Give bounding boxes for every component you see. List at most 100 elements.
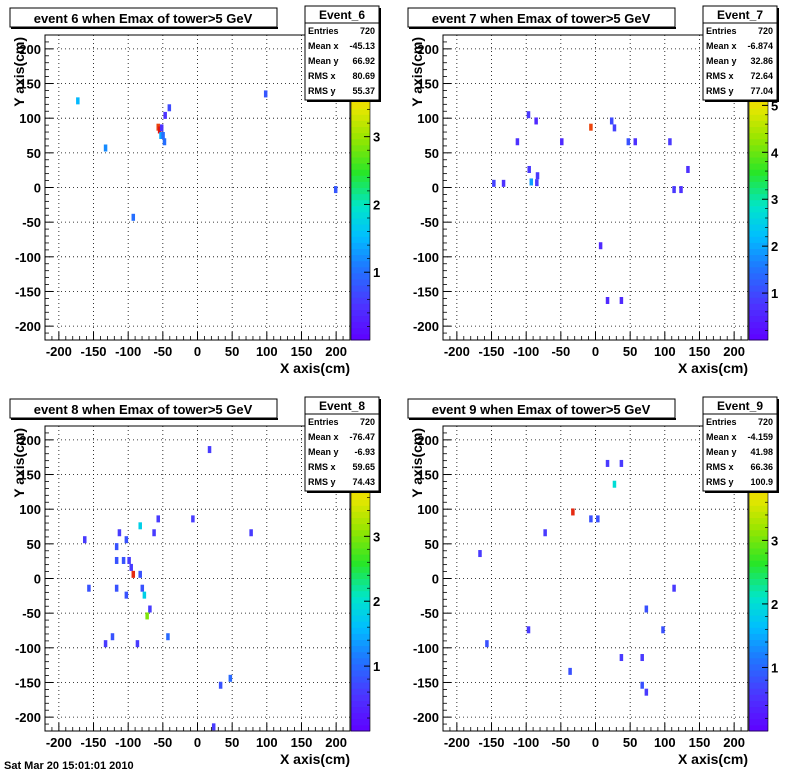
color-bar-segment (351, 493, 370, 500)
data-cell (157, 126, 162, 134)
color-bar-segment (351, 193, 370, 201)
x-tick-label: 200 (723, 735, 745, 750)
color-bar-segment (351, 645, 370, 653)
x-tick-label: -200 (46, 344, 72, 359)
color-bar-segment (351, 657, 370, 665)
data-cell (661, 626, 665, 634)
data-cell (103, 144, 108, 152)
stats-label-mean_x: Mean x (308, 432, 339, 442)
x-tick-label: 50 (225, 735, 239, 750)
color-bar-segment (351, 651, 370, 659)
data-cell (640, 654, 644, 662)
z-tick-label: 5 (771, 98, 778, 113)
color-bar-segment (351, 578, 370, 586)
color-bar-segment (351, 724, 370, 732)
x-tick-label: 100 (654, 735, 676, 750)
data-cell (596, 515, 600, 523)
data-cell (560, 138, 564, 146)
x-tick-label: 50 (623, 344, 637, 359)
y-tick-label: -200 (413, 710, 439, 725)
color-bar-segment (351, 584, 370, 592)
color-bar-segment (749, 126, 768, 134)
stats-value-mean_y: -6.93 (354, 447, 375, 457)
data-cell (644, 688, 649, 696)
color-bar-segment (749, 578, 768, 586)
y-tick-label: 50 (27, 537, 41, 552)
y-tick-label: -50 (22, 606, 41, 621)
stats-label-rms_x: RMS x (706, 462, 734, 472)
stats-label-rms_y: RMS y (308, 86, 336, 96)
color-bar-segment (749, 108, 768, 115)
x-tick-label: 100 (256, 344, 278, 359)
data-cell (138, 522, 142, 530)
z-tick-label: 3 (373, 130, 380, 145)
color-bar-segment (351, 242, 370, 249)
data-cell (529, 178, 534, 186)
color-bar-segment (351, 523, 370, 531)
y-tick-label: -100 (413, 641, 439, 656)
stats-label-rms_x: RMS x (308, 71, 336, 81)
color-bar-segment (351, 706, 370, 714)
color-bar-segment (749, 663, 768, 671)
color-bar-segment (351, 621, 370, 628)
color-bar-segment (351, 157, 370, 164)
color-bar-segment (749, 548, 768, 555)
color-bar-segment (351, 297, 370, 304)
color-bar-segment (351, 132, 370, 140)
color-bar-segment (351, 560, 370, 567)
x-tick-label: -100 (115, 735, 141, 750)
color-bar-segment (351, 309, 370, 317)
x-tick-label: -100 (115, 344, 141, 359)
color-bar-segment (749, 163, 768, 170)
data-cell (114, 543, 119, 551)
color-bar-segment (749, 572, 768, 579)
y-tick-label: 0 (432, 181, 439, 196)
color-bar-segment (749, 535, 768, 543)
y-tick-label: 100 (19, 502, 41, 517)
color-bar-segment (351, 554, 370, 561)
data-cell (110, 633, 115, 641)
data-cell (619, 654, 624, 662)
color-bar-segment (749, 694, 768, 701)
stats-value-rms_x: 80.69 (352, 71, 375, 81)
color-bar-segment (749, 517, 768, 525)
color-bar-segment (749, 688, 768, 695)
y-tick-label: 150 (417, 468, 439, 483)
color-bar-segment (749, 205, 768, 213)
stats-label-rms_y: RMS y (308, 477, 336, 487)
data-cell (135, 640, 140, 648)
color-bar-segment (351, 627, 370, 634)
stats-value-entries: 720 (360, 417, 375, 427)
color-bar-segment (749, 609, 768, 616)
color-bar-segment (351, 236, 370, 243)
color-bar-segment (351, 138, 370, 146)
data-cell (249, 529, 253, 537)
stats-label-rms_x: RMS x (308, 462, 336, 472)
z-tick-label: 3 (373, 529, 380, 544)
color-bar-segment (749, 230, 768, 237)
color-bar-segment (749, 193, 768, 201)
color-bar-segment (351, 169, 370, 176)
data-cell (612, 124, 617, 132)
x-tick-label: -50 (551, 735, 570, 750)
color-bar-segment (749, 114, 768, 121)
chart-panel-8: -200 -150 -100 -50 0 50 100 150 200-200-150-100-… (9, 396, 381, 767)
stats-box (702, 5, 778, 101)
color-bar-segment (351, 572, 370, 579)
color-bar-segment (351, 181, 370, 188)
y-tick-label: 150 (19, 468, 41, 483)
color-bar-segment (749, 236, 768, 243)
color-bar-segment (749, 315, 768, 323)
y-tick-label: -150 (15, 675, 41, 690)
color-bar-segment (749, 700, 768, 708)
data-cell (127, 556, 131, 564)
stats-value-rms_y: 77.04 (750, 86, 773, 96)
stats-label-mean_y: Mean y (706, 447, 737, 457)
color-bar-segment (351, 535, 370, 543)
color-bar-segment (351, 505, 370, 512)
x-tick-label: 50 (623, 735, 637, 750)
stats-label-entries: Entries (706, 26, 737, 36)
data-cell (162, 138, 167, 146)
data-cell (640, 681, 644, 689)
